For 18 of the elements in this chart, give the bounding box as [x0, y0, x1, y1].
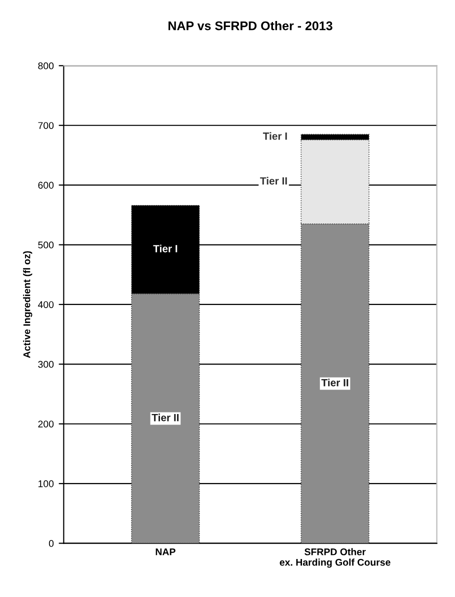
- y-tick-label: 500: [38, 242, 54, 248]
- y-tick-label: 100: [38, 480, 54, 488]
- x-tick-label: NAP: [156, 548, 176, 556]
- x-tick-label: SFRPD Other ex. Harding Golf Course: [280, 548, 390, 568]
- series-label: Tier II: [260, 176, 287, 185]
- y-tick-label: 800: [38, 62, 54, 70]
- text: Tier II: [321, 378, 348, 386]
- y-tick-label: 400: [38, 301, 54, 308]
- y-tick-label: 700: [38, 122, 54, 129]
- y-axis-title: Active Ingredient (fl oz): [23, 251, 32, 358]
- chart-title: NAP vs SFRPD Other - 2013: [168, 21, 332, 30]
- y-tick-label: 0: [48, 540, 54, 547]
- y-tick-label: 600: [38, 182, 54, 189]
- series-label: Tier I: [262, 132, 287, 140]
- y-tick-label: 200: [38, 420, 54, 428]
- y-tick-label: 300: [38, 360, 54, 368]
- series-label: Tier II: [152, 414, 179, 422]
- text: Tier I: [153, 244, 178, 252]
